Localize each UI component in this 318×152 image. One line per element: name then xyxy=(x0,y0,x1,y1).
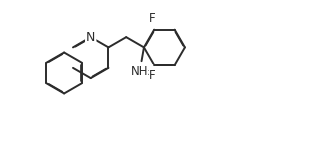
Text: N: N xyxy=(86,31,95,44)
Text: NH₂: NH₂ xyxy=(130,65,153,78)
Text: F: F xyxy=(149,12,156,25)
Text: F: F xyxy=(149,69,156,82)
